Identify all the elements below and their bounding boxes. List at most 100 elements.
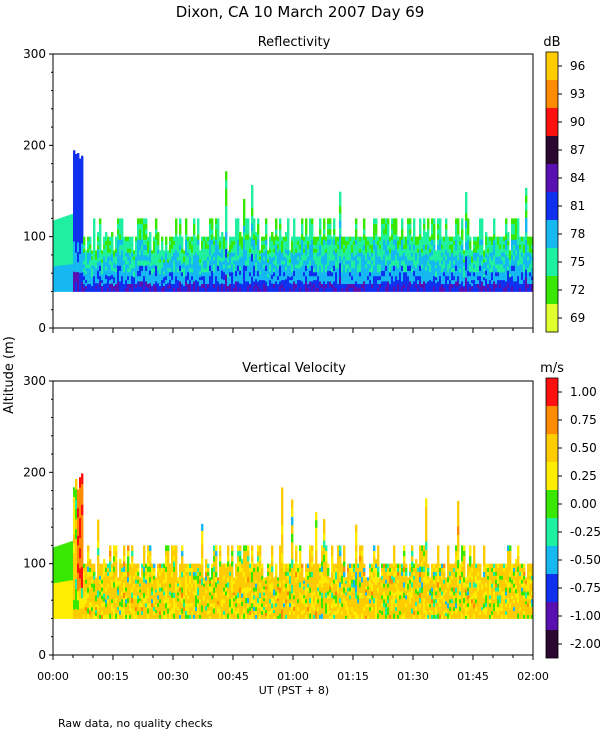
heatmap-cell [511,239,514,245]
heatmap-cell [389,283,392,288]
heatmap-cell [115,592,118,598]
heatmap-cell [251,566,254,572]
heatmap-cell [471,262,474,266]
heatmap-cell [439,254,442,261]
heatmap-cell [241,614,244,619]
heatmap-cell [175,545,178,552]
heatmap-cell [55,561,58,568]
heatmap-cell [55,250,58,256]
heatmap-cell [473,287,476,292]
heatmap-cell [339,191,342,200]
heatmap-cell [519,256,522,261]
heatmap-cell [101,610,104,615]
heatmap-cell [181,248,184,253]
heatmap-cell [281,275,284,281]
heatmap-cell [249,264,252,269]
heatmap-cell [79,568,82,579]
heatmap-cell [443,252,446,257]
heatmap-cell [265,592,268,596]
heatmap-cell [283,260,286,265]
heatmap-cell [231,267,234,273]
heatmap-cell [75,262,78,273]
heatmap-cell [233,592,236,596]
heatmap-cell [303,267,306,273]
heatmap-cell [303,271,306,277]
heatmap-cell [273,283,276,288]
heatmap-cell [339,227,342,235]
heatmap-cell [449,267,452,273]
heatmap-cell [285,266,288,271]
heatmap-cell [239,576,242,583]
heatmap-cell [507,278,510,284]
heatmap-cell [59,576,62,583]
heatmap-cell [57,234,60,241]
heatmap-cell [195,279,198,285]
heatmap-cell [129,583,132,588]
heatmap-cell [75,183,78,194]
heatmap-cell [257,260,260,266]
heatmap-cell [141,275,144,282]
heatmap-cell [423,286,426,292]
heatmap-cell [445,223,448,230]
heatmap-cell [119,559,122,564]
heatmap-cell [203,240,206,245]
heatmap-cell [161,594,164,600]
heatmap-cell [137,575,140,580]
heatmap-cell [99,587,102,592]
heatmap-cell [59,550,62,557]
heatmap-cell [189,563,192,568]
heatmap-cell [519,279,522,285]
heatmap-cell [159,610,162,615]
heatmap-cell [443,248,446,253]
heatmap-cell [235,286,238,292]
heatmap-cell [157,236,160,241]
heatmap-cell [149,266,152,271]
heatmap-cell [189,287,192,292]
heatmap-cell [135,602,138,608]
heatmap-cell [59,281,62,287]
heatmap-cell [209,589,212,593]
heatmap-cell [477,287,480,292]
heatmap-cell [251,185,254,194]
heatmap-cell [241,252,244,257]
heatmap-cell [363,249,366,256]
heatmap-cell [469,275,472,281]
heatmap-cell [163,265,166,269]
heatmap-cell [461,265,464,271]
heatmap-cell [123,571,126,578]
heatmap-cell [131,260,134,265]
heatmap-cell [457,223,460,230]
heatmap-cell [239,257,242,263]
heatmap-cell [151,288,154,292]
heatmap-cell [135,563,138,568]
heatmap-cell [371,236,374,241]
heatmap-cell [137,270,140,277]
heatmap-cell [257,608,260,614]
heatmap-cell [287,286,290,292]
heatmap-cell [311,244,314,251]
heatmap-cell [161,583,164,588]
heatmap-cell [113,555,116,562]
heatmap-cell [237,244,240,251]
heatmap-cell [55,270,58,277]
heatmap-cell [273,279,276,285]
heatmap-cell [255,567,258,572]
heatmap-cell [73,487,76,497]
heatmap-cell [529,275,532,281]
heatmap-cell [75,252,78,263]
heatmap-cell [129,279,132,285]
heatmap-cell [133,594,136,600]
heatmap-cell [121,265,124,271]
heatmap-cell [439,228,442,235]
heatmap-cell [203,267,206,273]
heatmap-cell [229,248,232,253]
heatmap-cell [291,244,294,249]
heatmap-cell [415,248,418,253]
heatmap-cell [241,283,244,288]
heatmap-cell [347,267,350,273]
heatmap-cell [147,555,150,562]
heatmap-cell [209,592,212,596]
y-axis-label: Altitude (m) [2,336,17,414]
heatmap-cell [63,216,66,223]
heatmap-cell [123,236,126,241]
